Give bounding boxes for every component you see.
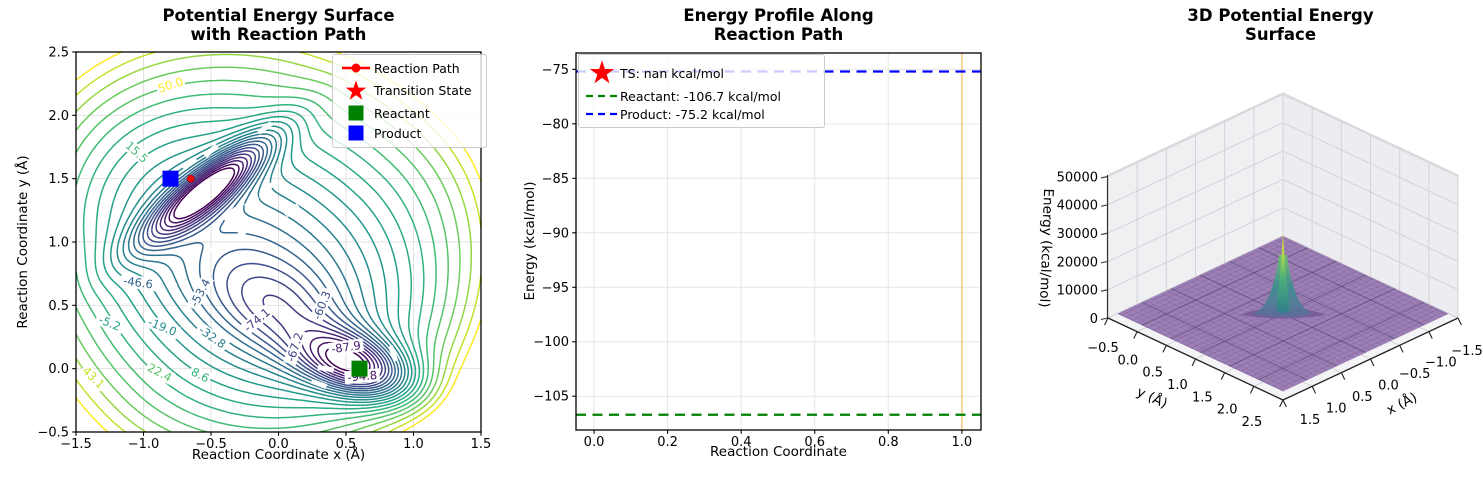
svg-text:0: 0 xyxy=(1090,312,1098,327)
profile-xlabel: Reaction Coordinate xyxy=(710,444,847,460)
svg-text:−105: −105 xyxy=(533,390,569,405)
profile-legend: TS: nan kcal/mol Reactant: -106.7 kcal/m… xyxy=(578,54,825,128)
svg-text:1.5: 1.5 xyxy=(48,172,69,187)
legend-label: Product: -75.2 kcal/mol xyxy=(620,106,765,122)
svg-text:−95: −95 xyxy=(542,281,569,296)
legend-item-reaction-path: Reaction Path xyxy=(338,61,478,76)
contour-xlabel: Reaction Coordinate x (Å) xyxy=(191,447,366,463)
svg-text:10000: 10000 xyxy=(1057,284,1098,299)
svg-text:30000: 30000 xyxy=(1057,227,1098,242)
svg-text:50.0: 50.0 xyxy=(156,74,185,95)
svg-text:−1.0: −1.0 xyxy=(1425,356,1457,371)
svg-text:-46.6: -46.6 xyxy=(122,274,153,292)
svg-text:0.0: 0.0 xyxy=(48,362,69,377)
legend-item-product: Product xyxy=(338,125,478,141)
svg-text:-53.4: -53.4 xyxy=(187,276,213,309)
svg-text:−90: −90 xyxy=(542,226,569,241)
svg-text:−85: −85 xyxy=(542,172,569,187)
svg-text:−100: −100 xyxy=(533,335,569,350)
legend-item-product-line: Product: -75.2 kcal/mol xyxy=(584,107,816,122)
legend-label: Transition State xyxy=(374,83,472,99)
svg-text:−0.5: −0.5 xyxy=(1399,367,1431,382)
svg-text:20000: 20000 xyxy=(1057,255,1098,270)
svg-text:−0.5: −0.5 xyxy=(195,437,227,452)
svg-text:1.0: 1.0 xyxy=(952,435,973,450)
surface-3d-plot: 010000200003000040000500001.51.00.50.0−0… xyxy=(1057,92,1483,430)
square-icon xyxy=(338,105,374,121)
svg-text:0.0: 0.0 xyxy=(268,437,289,452)
svg-text:1.0: 1.0 xyxy=(1167,378,1188,393)
svg-text:0.6: 0.6 xyxy=(804,435,825,450)
svg-text:1.0: 1.0 xyxy=(1326,402,1347,417)
svg-text:1.5: 1.5 xyxy=(1192,390,1213,405)
legend-item-ts: TS: nan kcal/mol xyxy=(584,60,816,86)
svg-text:0.5: 0.5 xyxy=(336,437,357,452)
svg-text:2.0: 2.0 xyxy=(1217,403,1238,418)
svg-text:0.5: 0.5 xyxy=(48,299,69,314)
svg-text:0.5: 0.5 xyxy=(1352,390,1373,405)
contour-legend: Reaction Path Transition State Reactant … xyxy=(332,54,487,148)
legend-item-reactant-line: Reactant: -106.7 kcal/mol xyxy=(584,89,816,104)
legend-label: Reaction Path xyxy=(374,60,460,76)
svg-text:-87.9: -87.9 xyxy=(330,338,361,356)
svg-text:−1.5: −1.5 xyxy=(1451,344,1483,359)
svg-text:0.8: 0.8 xyxy=(878,435,899,450)
legend-label: Reactant xyxy=(374,105,430,121)
svg-text:−1.0: −1.0 xyxy=(128,437,160,452)
profile-title: Energy Profile Along Reaction Path xyxy=(683,6,874,44)
svg-text:0.4: 0.4 xyxy=(731,435,752,450)
svg-text:50000: 50000 xyxy=(1057,170,1098,185)
star-icon xyxy=(584,60,620,86)
svg-text:2.0: 2.0 xyxy=(48,109,69,124)
svg-text:0.0: 0.0 xyxy=(1117,353,1138,368)
legend-item-reactant: Reactant xyxy=(338,105,478,121)
svg-text:1.5: 1.5 xyxy=(1300,413,1321,428)
svg-text:−0.5: −0.5 xyxy=(37,426,69,441)
svg-text:40000: 40000 xyxy=(1057,199,1098,214)
svg-text:−0.5: −0.5 xyxy=(1087,341,1119,356)
star-icon xyxy=(338,79,374,102)
legend-label: TS: nan kcal/mol xyxy=(620,65,724,81)
svg-text:1.0: 1.0 xyxy=(48,236,69,251)
reaction-path-icon xyxy=(338,61,374,75)
svg-text:0.2: 0.2 xyxy=(657,435,678,450)
svg-text:2.5: 2.5 xyxy=(1242,415,1263,430)
legend-item-transition-state: Transition State xyxy=(338,79,478,102)
svg-text:1.5: 1.5 xyxy=(471,437,492,452)
svg-text:2.5: 2.5 xyxy=(48,46,69,61)
dashed-line-icon xyxy=(584,92,620,100)
svg-text:0.5: 0.5 xyxy=(1142,366,1163,381)
legend-label: Product xyxy=(374,125,422,141)
legend-label: Reactant: -106.7 kcal/mol xyxy=(620,88,781,104)
svg-text:1.0: 1.0 xyxy=(403,437,424,452)
svg-text:−1.5: −1.5 xyxy=(60,437,92,452)
surface-title: 3D Potential Energy Surface xyxy=(1187,6,1374,44)
svg-text:−75: −75 xyxy=(542,63,569,78)
square-icon xyxy=(338,125,374,141)
svg-text:0.0: 0.0 xyxy=(584,435,605,450)
dashed-line-icon xyxy=(584,110,620,118)
svg-text:0.0: 0.0 xyxy=(1378,379,1399,394)
svg-text:−80: −80 xyxy=(542,117,569,132)
contour-title: Potential Energy Surface with Reaction P… xyxy=(162,6,395,44)
